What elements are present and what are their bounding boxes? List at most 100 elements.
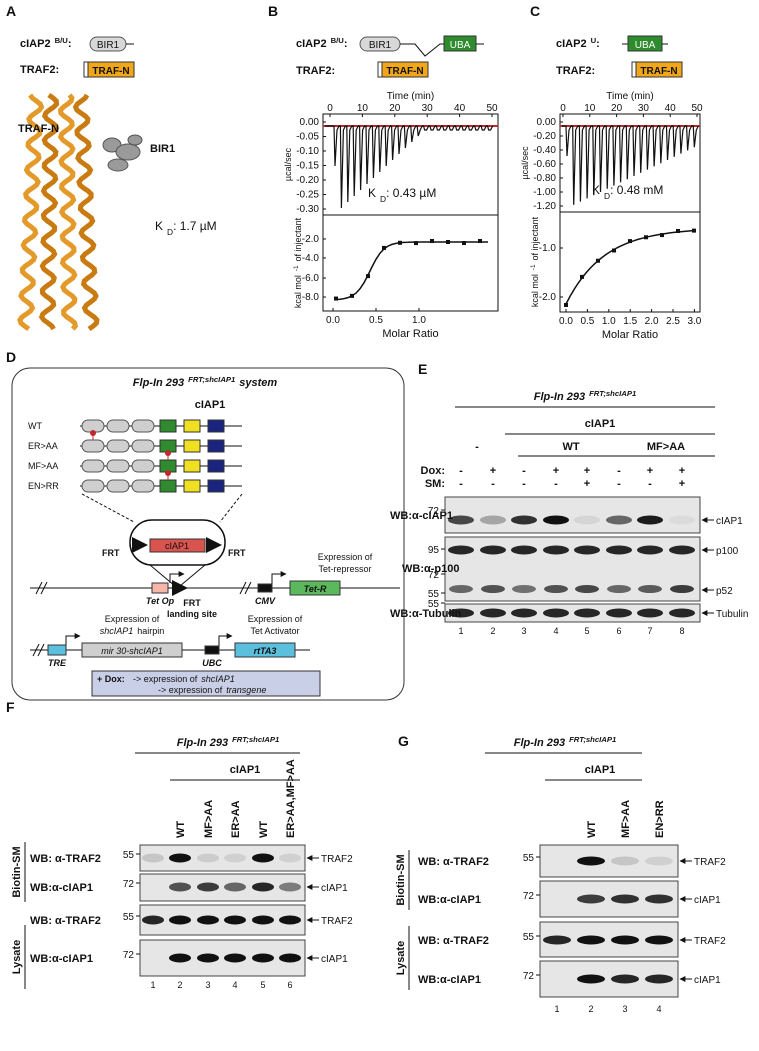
text-span: -0.15 (296, 161, 319, 172)
label: - (648, 478, 652, 490)
bir-domain (106, 479, 130, 493)
text-span: 6 (287, 980, 292, 990)
label: - (475, 441, 479, 453)
ring-domain (207, 439, 225, 453)
text-span: K (592, 183, 600, 197)
tick-label: 0.5 (580, 316, 594, 327)
lane-number: 7 (647, 626, 652, 636)
text-span: WB:α-cIAP1 (418, 894, 481, 906)
text-span: -0.10 (296, 146, 319, 157)
text-span: 72 (523, 891, 535, 902)
text-span: WT (258, 821, 270, 838)
line (81, 493, 135, 523)
label: WB:α-p100 (402, 563, 460, 575)
ubc-promoter (204, 645, 220, 655)
line (219, 493, 243, 523)
label: - (459, 465, 463, 477)
domain-edge (83, 61, 89, 78)
tick-label: 0.0 (559, 316, 573, 327)
size-marker: 72 (123, 950, 135, 961)
band (224, 853, 246, 863)
data-point (366, 274, 370, 279)
label: K D: 1.7 µM (155, 219, 217, 237)
band (577, 935, 605, 945)
text-span: Flp-In 293 (514, 737, 565, 749)
tick-label: 0.00 (537, 117, 557, 128)
size-marker: 72 (523, 971, 535, 982)
text-span: 0.00 (537, 117, 557, 128)
text-span: EN>RR (28, 481, 59, 491)
label: ER>AA (28, 441, 58, 451)
tick-label: 10 (357, 103, 369, 114)
text-span: 8 (679, 626, 684, 636)
text-span: cIAP2 (20, 38, 51, 50)
label: TRAF2 (321, 916, 353, 927)
text-span: cIAP2 (296, 38, 327, 50)
break-mark (35, 581, 252, 595)
data-point (462, 241, 466, 246)
label: rtTA3 (254, 646, 277, 656)
text-span: 72 (428, 570, 440, 581)
text-span: TRAF-N (640, 66, 677, 77)
label: WB:α-cIAP1 (30, 882, 93, 894)
text-span: WB: α-TRAF2 (418, 935, 489, 947)
band (645, 974, 673, 984)
label: FRT (228, 548, 246, 558)
text-span: cIAP1 (585, 764, 616, 776)
label: TRE (48, 658, 67, 668)
break-mark (32, 643, 45, 657)
text-span: 3 (205, 980, 210, 990)
data-point (350, 293, 354, 298)
ring-domain (207, 419, 225, 433)
label: FRT (183, 598, 201, 608)
lane-number: 6 (616, 626, 621, 636)
label: WT (586, 821, 598, 838)
text-span: -1 (530, 264, 537, 270)
label: TRAF-N (18, 123, 59, 135)
text-span: -2.0 (302, 234, 320, 245)
label: - (617, 478, 621, 490)
label: + (679, 478, 685, 490)
data-point (398, 240, 402, 245)
label: WB:α-cIAP1 (390, 510, 453, 522)
text-span: MF>AA (203, 800, 215, 838)
text-span: p100 (716, 546, 739, 557)
text-span: -6.0 (302, 273, 320, 284)
tick-label: 20 (611, 103, 623, 114)
text-span: : 0.43 µM (386, 186, 436, 200)
text-span: 72 (123, 950, 135, 961)
label: WB:α-cIAP1 (30, 953, 93, 965)
label: cIAP2 U: (556, 36, 600, 51)
lane-number: 5 (260, 980, 265, 990)
text-span: 3 (521, 626, 526, 636)
text-span: -> expression of (133, 674, 198, 684)
band (197, 953, 219, 963)
text-span: Expression of (105, 614, 160, 624)
text-span: -2.0 (539, 292, 557, 303)
text-span: + (490, 465, 496, 477)
tick-label: 1.0 (602, 316, 616, 327)
text-span: landing site (167, 609, 217, 619)
label: ER>AA (230, 800, 242, 838)
label: Tet-R (304, 584, 327, 594)
insert (149, 538, 206, 553)
ring-domain (207, 479, 225, 493)
text-span: -8.0 (302, 292, 320, 303)
text-span: + (553, 465, 559, 477)
band (611, 894, 639, 904)
text-span: 0 (560, 103, 566, 114)
label: kcal mol -1 of injectant (293, 217, 304, 308)
text-span: Tet-repressor (318, 564, 371, 574)
text-span: WB:α-cIAP1 (30, 953, 93, 965)
label: EN>RR (28, 481, 59, 491)
text-span: Time (min) (387, 91, 434, 102)
tre (47, 644, 67, 656)
band (606, 608, 632, 618)
lane-number: 4 (553, 626, 558, 636)
injection-trace (562, 125, 699, 205)
data-point (334, 296, 338, 301)
label: TRAF2 (694, 936, 726, 947)
text-span: + (679, 465, 685, 477)
label: cIAP1 (694, 975, 721, 986)
text-span: 10 (357, 103, 369, 114)
